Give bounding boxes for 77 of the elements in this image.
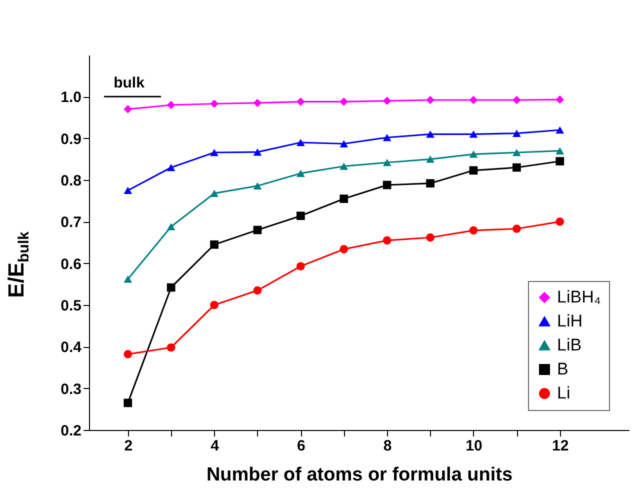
- point: [512, 224, 521, 233]
- point: [296, 212, 305, 220]
- point: [340, 162, 348, 170]
- legend-label: LiBH₄: [557, 288, 601, 306]
- point: [340, 97, 348, 106]
- point: [426, 179, 434, 188]
- point: [296, 262, 305, 270]
- point: [253, 182, 262, 190]
- x-tick-label: 4: [210, 438, 220, 454]
- point: [556, 157, 564, 166]
- point: [296, 138, 305, 146]
- point: [166, 223, 176, 230]
- point: [166, 164, 176, 172]
- point: [469, 96, 478, 104]
- point: [340, 244, 348, 254]
- point: [426, 130, 434, 138]
- point: [296, 97, 305, 106]
- point: [469, 226, 478, 235]
- y-tick-label: 0.2: [60, 422, 82, 440]
- point: [556, 147, 564, 154]
- y-tick-label: 0.8: [60, 172, 82, 190]
- point: [166, 343, 176, 352]
- point: [253, 98, 262, 108]
- point: [166, 283, 176, 292]
- point: [340, 140, 348, 148]
- point: [210, 240, 218, 249]
- y-tick-label: 0.6: [60, 256, 82, 273]
- point: [512, 148, 521, 156]
- point: [469, 166, 478, 175]
- point: [556, 126, 564, 134]
- point: [296, 170, 305, 177]
- point: [556, 95, 564, 104]
- point: [426, 233, 434, 242]
- x-tick-label: 12: [552, 438, 569, 454]
- legend-label: LiB: [557, 336, 582, 354]
- point: [124, 350, 132, 358]
- point: [382, 180, 392, 190]
- point: [253, 148, 262, 156]
- point: [253, 286, 262, 295]
- point: [426, 156, 434, 163]
- point: [512, 96, 521, 104]
- point: [382, 134, 392, 142]
- point: [340, 194, 348, 203]
- point: [166, 100, 176, 110]
- point: [426, 96, 434, 104]
- point: [469, 130, 478, 138]
- point: [124, 276, 132, 283]
- point: [253, 226, 262, 234]
- point: [512, 130, 521, 137]
- x-tick-label: 10: [466, 438, 482, 454]
- point: [124, 186, 132, 194]
- point: [210, 190, 218, 197]
- point: [556, 217, 564, 226]
- point: [469, 150, 478, 158]
- y-tick-label: 1.0: [60, 89, 82, 106]
- legend-label: LiH: [557, 312, 583, 330]
- point: [512, 163, 521, 172]
- point: [210, 300, 218, 310]
- x-tick-label: 8: [383, 438, 392, 454]
- y-tick-label: 0.9: [60, 130, 82, 148]
- y-tick-label: 0.7: [60, 214, 82, 232]
- ref-line-label: bulk: [114, 74, 146, 92]
- y-tick-label: 0.5: [60, 298, 82, 314]
- y-tick-label: 0.3: [60, 380, 82, 398]
- legend-label: Li: [557, 384, 570, 402]
- point: [382, 236, 392, 245]
- legend-label: B: [557, 360, 568, 378]
- point: [382, 158, 392, 166]
- point: [124, 104, 132, 114]
- point: [210, 100, 218, 108]
- point: [210, 148, 218, 156]
- y-tick-label: 0.4: [60, 339, 82, 356]
- x-tick-label: 6: [297, 438, 306, 454]
- x-axis-title: Number of atoms or formula units: [206, 464, 513, 486]
- x-tick-label: 2: [124, 438, 133, 454]
- point: [382, 96, 392, 106]
- point: [124, 398, 132, 408]
